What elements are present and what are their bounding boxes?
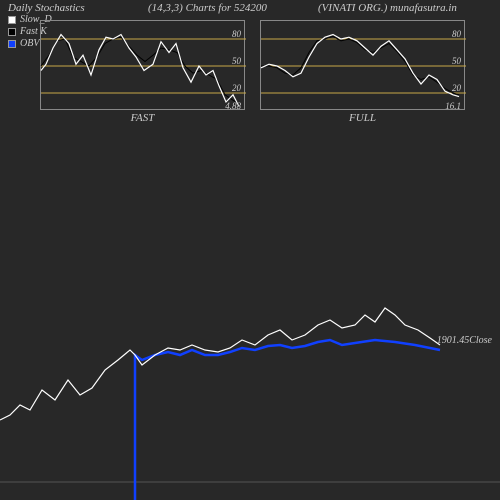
fast-stochastic-panel: 80 50 20 4.88 (40, 20, 245, 110)
legend-label: OBV (20, 38, 39, 49)
svg-text:50: 50 (452, 56, 462, 66)
main-price-panel: 1901.45Close (0, 130, 500, 500)
chart-company: (VINATI ORG.) munafasutra.in (318, 2, 457, 14)
full-stochastic-panel: 80 50 20 16.1 (260, 20, 465, 110)
main-plot (0, 130, 500, 500)
fast-plot: 80 50 20 4.88 (41, 21, 246, 111)
svg-text:20: 20 (232, 83, 242, 93)
svg-text:4.88: 4.88 (225, 101, 241, 111)
chart-title: Daily Stochastics (8, 2, 85, 14)
chart-params: (14,3,3) Charts for 524200 (148, 2, 267, 14)
svg-text:80: 80 (452, 29, 462, 39)
svg-text:50: 50 (232, 56, 242, 66)
legend-swatch (8, 16, 16, 24)
full-label: FULL (260, 112, 465, 124)
full-plot: 80 50 20 16.1 (261, 21, 466, 111)
svg-text:20: 20 (452, 83, 462, 93)
svg-text:80: 80 (232, 29, 242, 39)
svg-text:16.1: 16.1 (445, 101, 461, 111)
fast-label: FAST (40, 112, 245, 124)
legend-swatch (8, 40, 16, 48)
close-value-label: 1901.45Close (437, 335, 492, 346)
chart-root: Daily Stochastics (14,3,3) Charts for 52… (0, 0, 500, 500)
legend-swatch (8, 28, 16, 36)
